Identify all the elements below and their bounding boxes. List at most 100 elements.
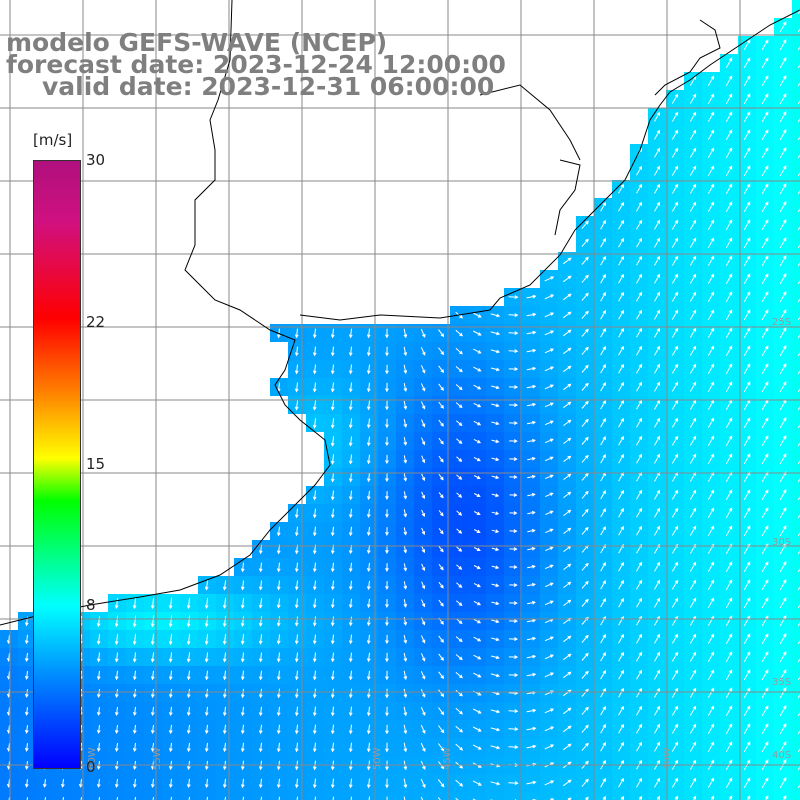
speed-cell [792,540,800,558]
wind-arrow [276,562,281,573]
wind-arrow [276,706,281,717]
wind-arrow [385,706,389,717]
wind-arrow [527,528,536,533]
wind-arrow [544,420,554,426]
wind-arrow [725,309,733,320]
wind-arrow [725,363,733,374]
wind-arrow [562,311,572,319]
wind-arrow [743,561,751,572]
wind-arrow [581,724,589,733]
wind-arrow [44,797,46,800]
wind-arrow [204,633,209,646]
wind-arrow [366,328,371,339]
wind-arrow [204,778,209,789]
wind-arrow [330,346,335,357]
wind-arrow [366,400,371,411]
wind-arrow [779,147,787,159]
wind-arrow [797,135,800,141]
wind-arrow [618,633,624,644]
wind-arrow [797,531,800,537]
speed-cell [126,792,144,800]
wind-arrow [707,75,715,86]
wind-arrow [403,473,408,482]
wind-arrow [348,598,353,609]
wind-arrow [674,795,679,800]
wind-arrow [114,742,119,753]
wind-arrow [240,634,245,645]
wind-arrow [743,669,751,680]
wind-arrow [240,688,245,699]
wind-arrow [600,417,606,428]
wind-arrow [761,93,769,105]
wind-arrow [132,706,137,717]
latitude-label: 30S [772,537,791,548]
wind-arrow [654,705,660,716]
wind-arrow [385,527,389,536]
wind-arrow [186,742,191,753]
wind-arrow [455,636,463,643]
wind-arrow [707,561,715,572]
wind-arrow [620,795,625,800]
wind-arrow [348,562,353,573]
wind-arrow [491,565,500,570]
wind-arrow [240,652,245,663]
wind-arrow [563,491,572,499]
wind-arrow [671,669,679,680]
speed-cell [792,324,800,342]
wind-arrow [509,475,518,479]
wind-arrow [725,597,733,608]
wind-arrow [168,652,173,663]
wind-arrow [473,654,482,660]
wind-arrow [186,615,191,628]
wind-arrow [366,490,371,501]
wind-arrow [725,165,733,176]
wind-arrow [491,511,500,516]
wind-arrow [654,237,660,248]
wind-arrow [636,363,643,374]
wind-arrow [779,345,787,357]
wind-arrow [96,615,101,628]
wind-arrow [600,706,606,716]
wind-arrow [581,562,589,571]
wind-arrow [671,273,679,284]
wind-arrow [797,351,800,357]
wind-arrow [294,562,299,573]
wind-arrow [654,111,660,122]
wind-arrow [312,562,317,573]
wind-arrow [96,688,101,699]
wind-arrow [654,525,660,536]
wind-arrow [455,384,463,391]
speed-cell [36,792,54,800]
wind-arrow [132,597,137,610]
wind-arrow [132,670,137,681]
wind-arrow [204,615,209,628]
wind-arrow [618,417,624,428]
wind-arrow [779,255,787,267]
wind-arrow [526,294,537,299]
wind-arrow [618,453,624,464]
wind-arrow [779,777,787,789]
wind-arrow [671,183,679,194]
wind-arrow [114,778,119,789]
wind-arrow [150,778,155,789]
speed-cell [792,90,800,108]
wind-arrow [725,507,733,518]
wind-arrow [330,616,335,627]
wind-arrow [403,382,408,393]
wind-arrow [581,706,589,715]
speed-cell [360,792,378,800]
wind-arrow [618,345,624,356]
wind-arrow [366,724,371,735]
wind-arrow [761,615,769,627]
wind-arrow [312,400,317,411]
wind-arrow [294,634,299,645]
wind-arrow [779,111,787,123]
wind-arrow [707,633,715,644]
wind-arrow [689,363,697,374]
wind-arrow [473,438,482,444]
wind-arrow [491,475,500,480]
wind-arrow [456,474,463,480]
wind-arrow [330,490,335,501]
wind-arrow [348,688,353,699]
